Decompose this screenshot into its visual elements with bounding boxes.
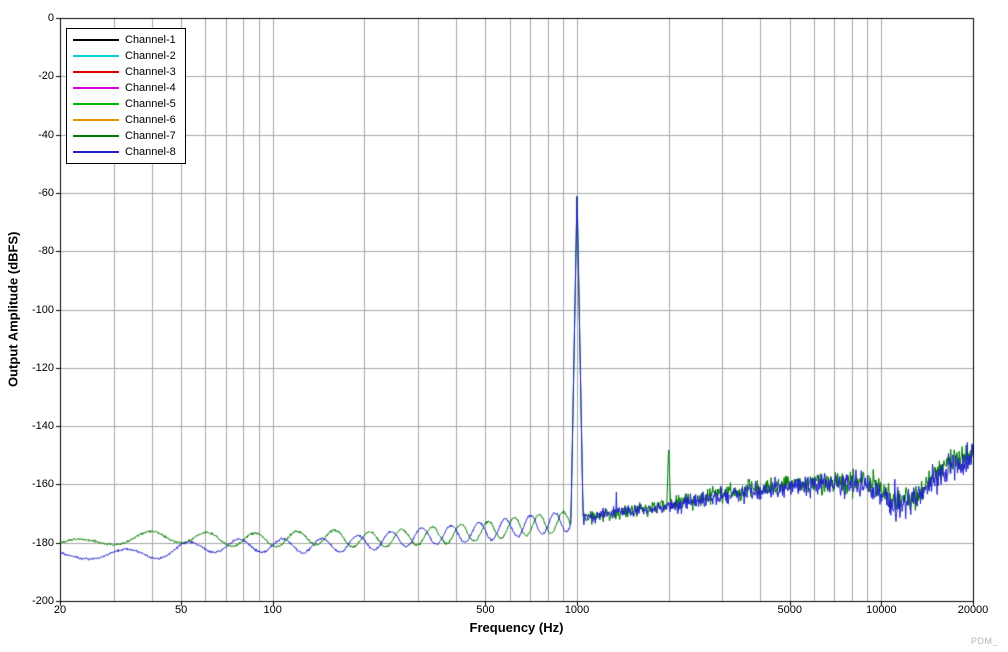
legend-entry-channel-6: Channel-6: [73, 112, 176, 128]
legend-label-2: Channel-2: [125, 50, 176, 62]
x-tick-label-20000: 20000: [957, 604, 989, 616]
x-tick-label-100: 100: [263, 604, 282, 616]
legend-label-8: Channel-8: [125, 146, 176, 158]
x-tick-label-5000: 5000: [777, 604, 803, 616]
y-tick-label--80: -80: [38, 245, 54, 258]
legend-line-swatch-5: [73, 103, 119, 105]
legend-line-swatch-7: [73, 135, 119, 137]
y-tick-label--20: -20: [38, 70, 54, 83]
legend-label-4: Channel-4: [125, 82, 176, 94]
x-tick-label-10000: 10000: [866, 604, 897, 616]
legend-entry-channel-7: Channel-7: [73, 128, 176, 144]
y-tick-label--40: -40: [38, 128, 54, 141]
legend-entry-channel-4: Channel-4: [73, 80, 176, 96]
y-tick-label--180: -180: [31, 536, 54, 549]
y-tick-label--160: -160: [31, 478, 54, 491]
legend-line-swatch-8: [73, 151, 119, 153]
legend-entry-channel-8: Channel-8: [73, 144, 176, 160]
y-tick-label--200: -200: [31, 595, 54, 607]
legend-label-1: Channel-1: [125, 34, 176, 46]
y-tick-label--100: -100: [31, 303, 54, 316]
legend-label-3: Channel-3: [125, 66, 176, 78]
y-tick-label--60: -60: [38, 186, 54, 199]
x-tick-label-1000: 1000: [564, 604, 590, 616]
legend-label-7: Channel-7: [125, 130, 176, 142]
legend: Channel-1 Channel-2 Channel-3 Channel-4 Chan…: [66, 28, 186, 164]
legend-label-5: Channel-5: [125, 98, 176, 110]
legend-entry-channel-3: Channel-3: [73, 64, 176, 80]
legend-entry-channel-2: Channel-2: [73, 48, 176, 64]
y-tick-label-0: 0: [47, 12, 54, 24]
legend-line-swatch-3: [73, 71, 119, 73]
legend-line-swatch-2: [73, 55, 119, 57]
y-tick-label--120: -120: [31, 361, 54, 374]
legend-entry-channel-5: Channel-5: [73, 96, 176, 112]
legend-line-swatch-6: [73, 119, 119, 121]
x-axis-title: Frequency (Hz): [469, 620, 564, 635]
x-tick-label-500: 500: [476, 604, 495, 616]
legend-label-6: Channel-6: [125, 114, 176, 126]
y-tick-label--140: -140: [31, 420, 54, 433]
legend-line-swatch-1: [73, 39, 119, 41]
x-tick-label-50: 50: [174, 604, 188, 616]
legend-entry-channel-1: Channel-1: [73, 32, 176, 48]
x-tick-label-20: 20: [53, 604, 67, 616]
legend-line-swatch-4: [73, 87, 119, 89]
watermark: PDM_: [970, 636, 998, 646]
